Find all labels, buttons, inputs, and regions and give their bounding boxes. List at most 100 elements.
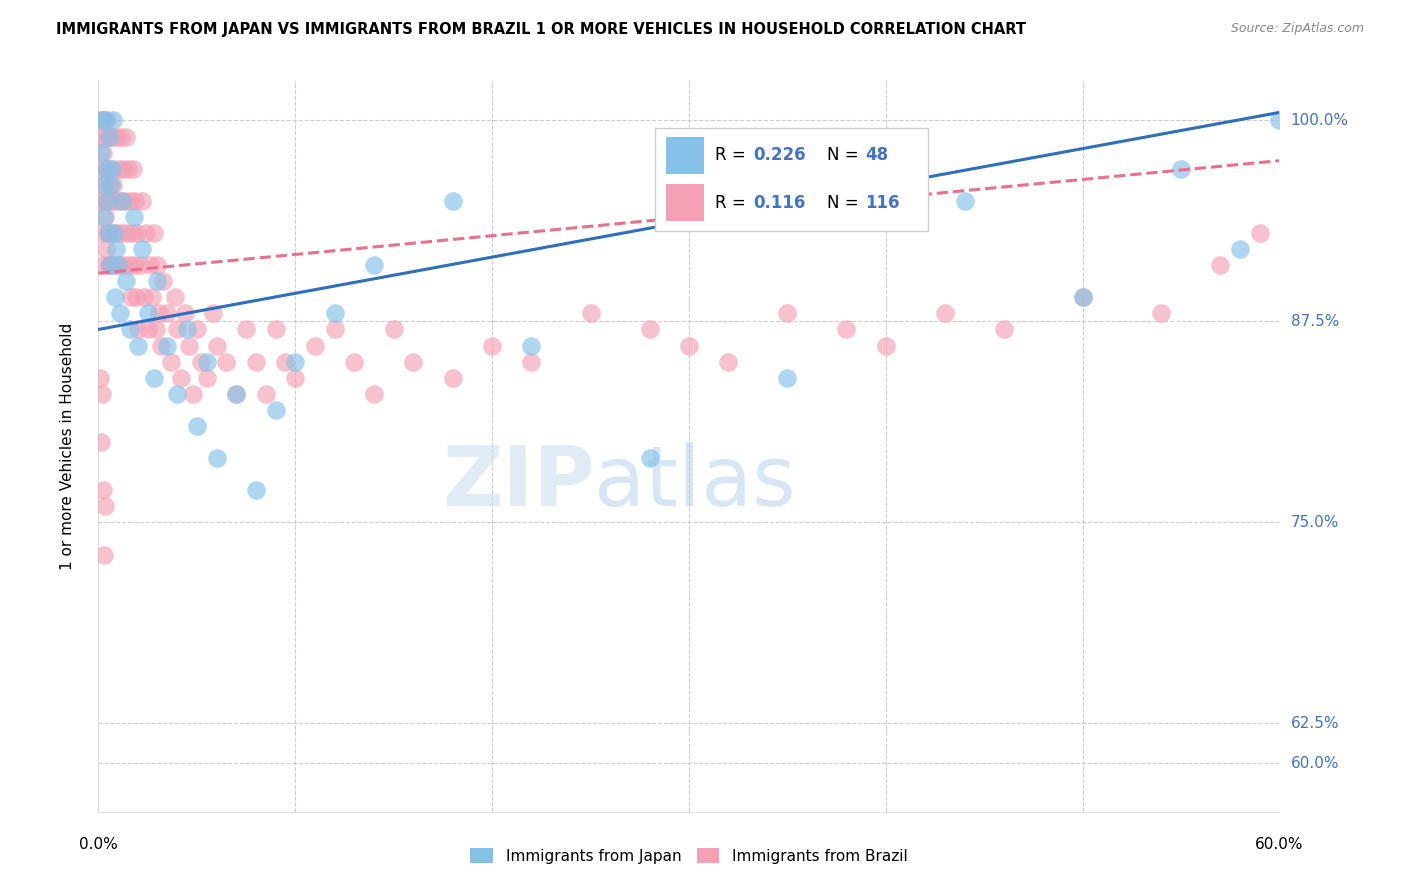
Point [93,178,115,192]
Point [441,370,464,384]
Point [100,161,122,176]
Point [93,483,115,498]
Point [93,210,115,224]
Point [170,370,193,384]
Point [1268,113,1291,128]
Point [127,338,149,352]
Point [363,258,385,272]
Text: 87.5%: 87.5% [1291,314,1339,329]
Point [114,194,136,208]
Point [1170,161,1192,176]
Point [150,338,173,352]
Point [89,129,111,144]
Point [118,194,141,208]
Point [441,194,464,208]
Point [115,274,138,288]
Point [118,258,141,272]
Point [284,354,307,368]
Point [186,322,208,336]
Point [131,242,153,256]
Text: 0.226: 0.226 [754,146,806,164]
Point [254,386,277,401]
Point [103,258,125,272]
Point [101,161,124,176]
Point [96,242,118,256]
Point [98,178,121,192]
Point [225,386,247,401]
Point [101,129,124,144]
Point [145,322,167,336]
Point [245,354,267,368]
Text: N =: N = [827,194,863,212]
Point [107,258,129,272]
Text: 60.0%: 60.0% [1291,756,1339,771]
Point [520,354,543,368]
Point [304,338,326,352]
Point [118,322,141,336]
Point [98,258,121,272]
Point [195,370,218,384]
Point [156,306,179,320]
Point [115,226,138,240]
Point [93,258,115,272]
Point [274,354,297,368]
Point [953,194,976,208]
Point [146,274,169,288]
Point [104,290,127,304]
Point [103,226,125,240]
Text: IMMIGRANTS FROM JAPAN VS IMMIGRANTS FROM BRAZIL 1 OR MORE VEHICLES IN HOUSEHOLD : IMMIGRANTS FROM JAPAN VS IMMIGRANTS FROM… [56,22,1026,37]
Text: 116: 116 [865,194,900,212]
Point [1071,290,1094,304]
Point [160,354,183,368]
Point [107,161,129,176]
Point [245,483,267,498]
Text: 0.0%: 0.0% [79,837,118,852]
Point [215,354,238,368]
FancyBboxPatch shape [655,128,928,231]
Point [111,194,134,208]
Point [146,258,169,272]
Point [181,386,204,401]
Point [165,290,187,304]
Point [115,129,138,144]
Point [97,258,120,272]
Point [105,226,128,240]
Point [112,161,135,176]
Point [112,258,135,272]
Point [638,322,661,336]
Point [875,338,897,352]
Point [136,322,159,336]
Point [323,306,346,320]
Point [190,354,212,368]
Point [117,161,139,176]
Point [91,145,114,160]
Text: 0.116: 0.116 [754,194,806,212]
Point [264,322,287,336]
Point [156,338,179,352]
Point [177,338,200,352]
Point [93,548,115,562]
Point [93,178,115,192]
Point [89,113,111,128]
Point [121,226,143,240]
Point [90,145,112,160]
Point [135,226,157,240]
Point [97,226,120,240]
Point [125,290,148,304]
Text: 60.0%: 60.0% [1256,837,1303,852]
Point [105,242,128,256]
Point [717,354,740,368]
Point [520,338,543,352]
Point [127,322,149,336]
Point [174,306,197,320]
Point [1209,258,1232,272]
Point [122,161,145,176]
Point [195,354,218,368]
Text: R =: R = [716,146,751,164]
Point [94,129,117,144]
Point [108,194,131,208]
Point [638,451,661,466]
Point [1150,306,1173,320]
Text: N =: N = [827,146,863,164]
Point [142,226,165,240]
